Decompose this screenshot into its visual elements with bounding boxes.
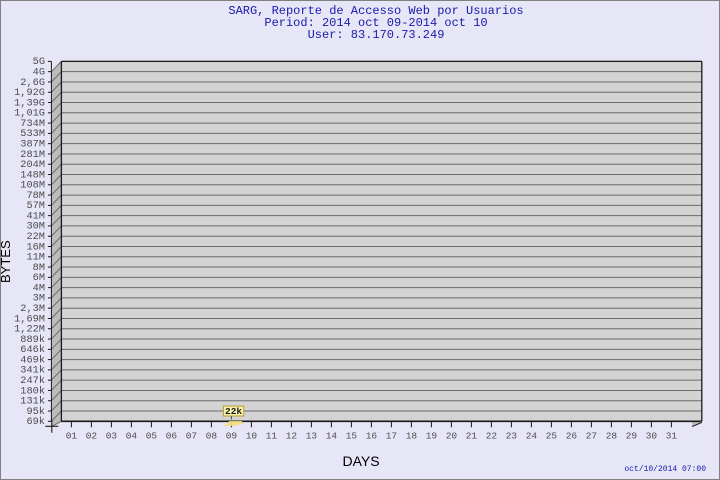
svg-text:28: 28 bbox=[606, 430, 618, 441]
svg-text:26: 26 bbox=[566, 430, 578, 441]
svg-text:22: 22 bbox=[486, 430, 498, 441]
svg-text:30: 30 bbox=[646, 430, 658, 441]
svg-text:22k: 22k bbox=[225, 406, 242, 417]
svg-text:15: 15 bbox=[346, 430, 358, 441]
svg-text:20: 20 bbox=[446, 430, 458, 441]
svg-text:16: 16 bbox=[366, 430, 378, 441]
svg-text:02: 02 bbox=[86, 430, 98, 441]
svg-text:21: 21 bbox=[466, 430, 478, 441]
svg-text:01: 01 bbox=[66, 430, 78, 441]
svg-text:10: 10 bbox=[246, 430, 258, 441]
svg-text:69k: 69k bbox=[26, 416, 45, 428]
svg-text:17: 17 bbox=[386, 430, 397, 441]
svg-text:25: 25 bbox=[546, 430, 558, 441]
svg-text:07: 07 bbox=[186, 430, 197, 441]
svg-text:05: 05 bbox=[146, 430, 158, 441]
svg-text:13: 13 bbox=[306, 430, 318, 441]
svg-text:11: 11 bbox=[266, 430, 278, 441]
svg-text:24: 24 bbox=[526, 430, 538, 441]
svg-text:14: 14 bbox=[326, 430, 338, 441]
svg-text:03: 03 bbox=[106, 430, 118, 441]
svg-text:08: 08 bbox=[206, 430, 218, 441]
svg-text:09: 09 bbox=[226, 430, 238, 441]
svg-text:19: 19 bbox=[426, 430, 438, 441]
svg-text:12: 12 bbox=[286, 430, 298, 441]
svg-text:31: 31 bbox=[666, 430, 678, 441]
svg-text:06: 06 bbox=[166, 430, 178, 441]
svg-text:04: 04 bbox=[126, 430, 138, 441]
svg-text:27: 27 bbox=[586, 430, 597, 441]
svg-text:18: 18 bbox=[406, 430, 418, 441]
svg-text:29: 29 bbox=[626, 430, 638, 441]
svg-text:23: 23 bbox=[506, 430, 518, 441]
